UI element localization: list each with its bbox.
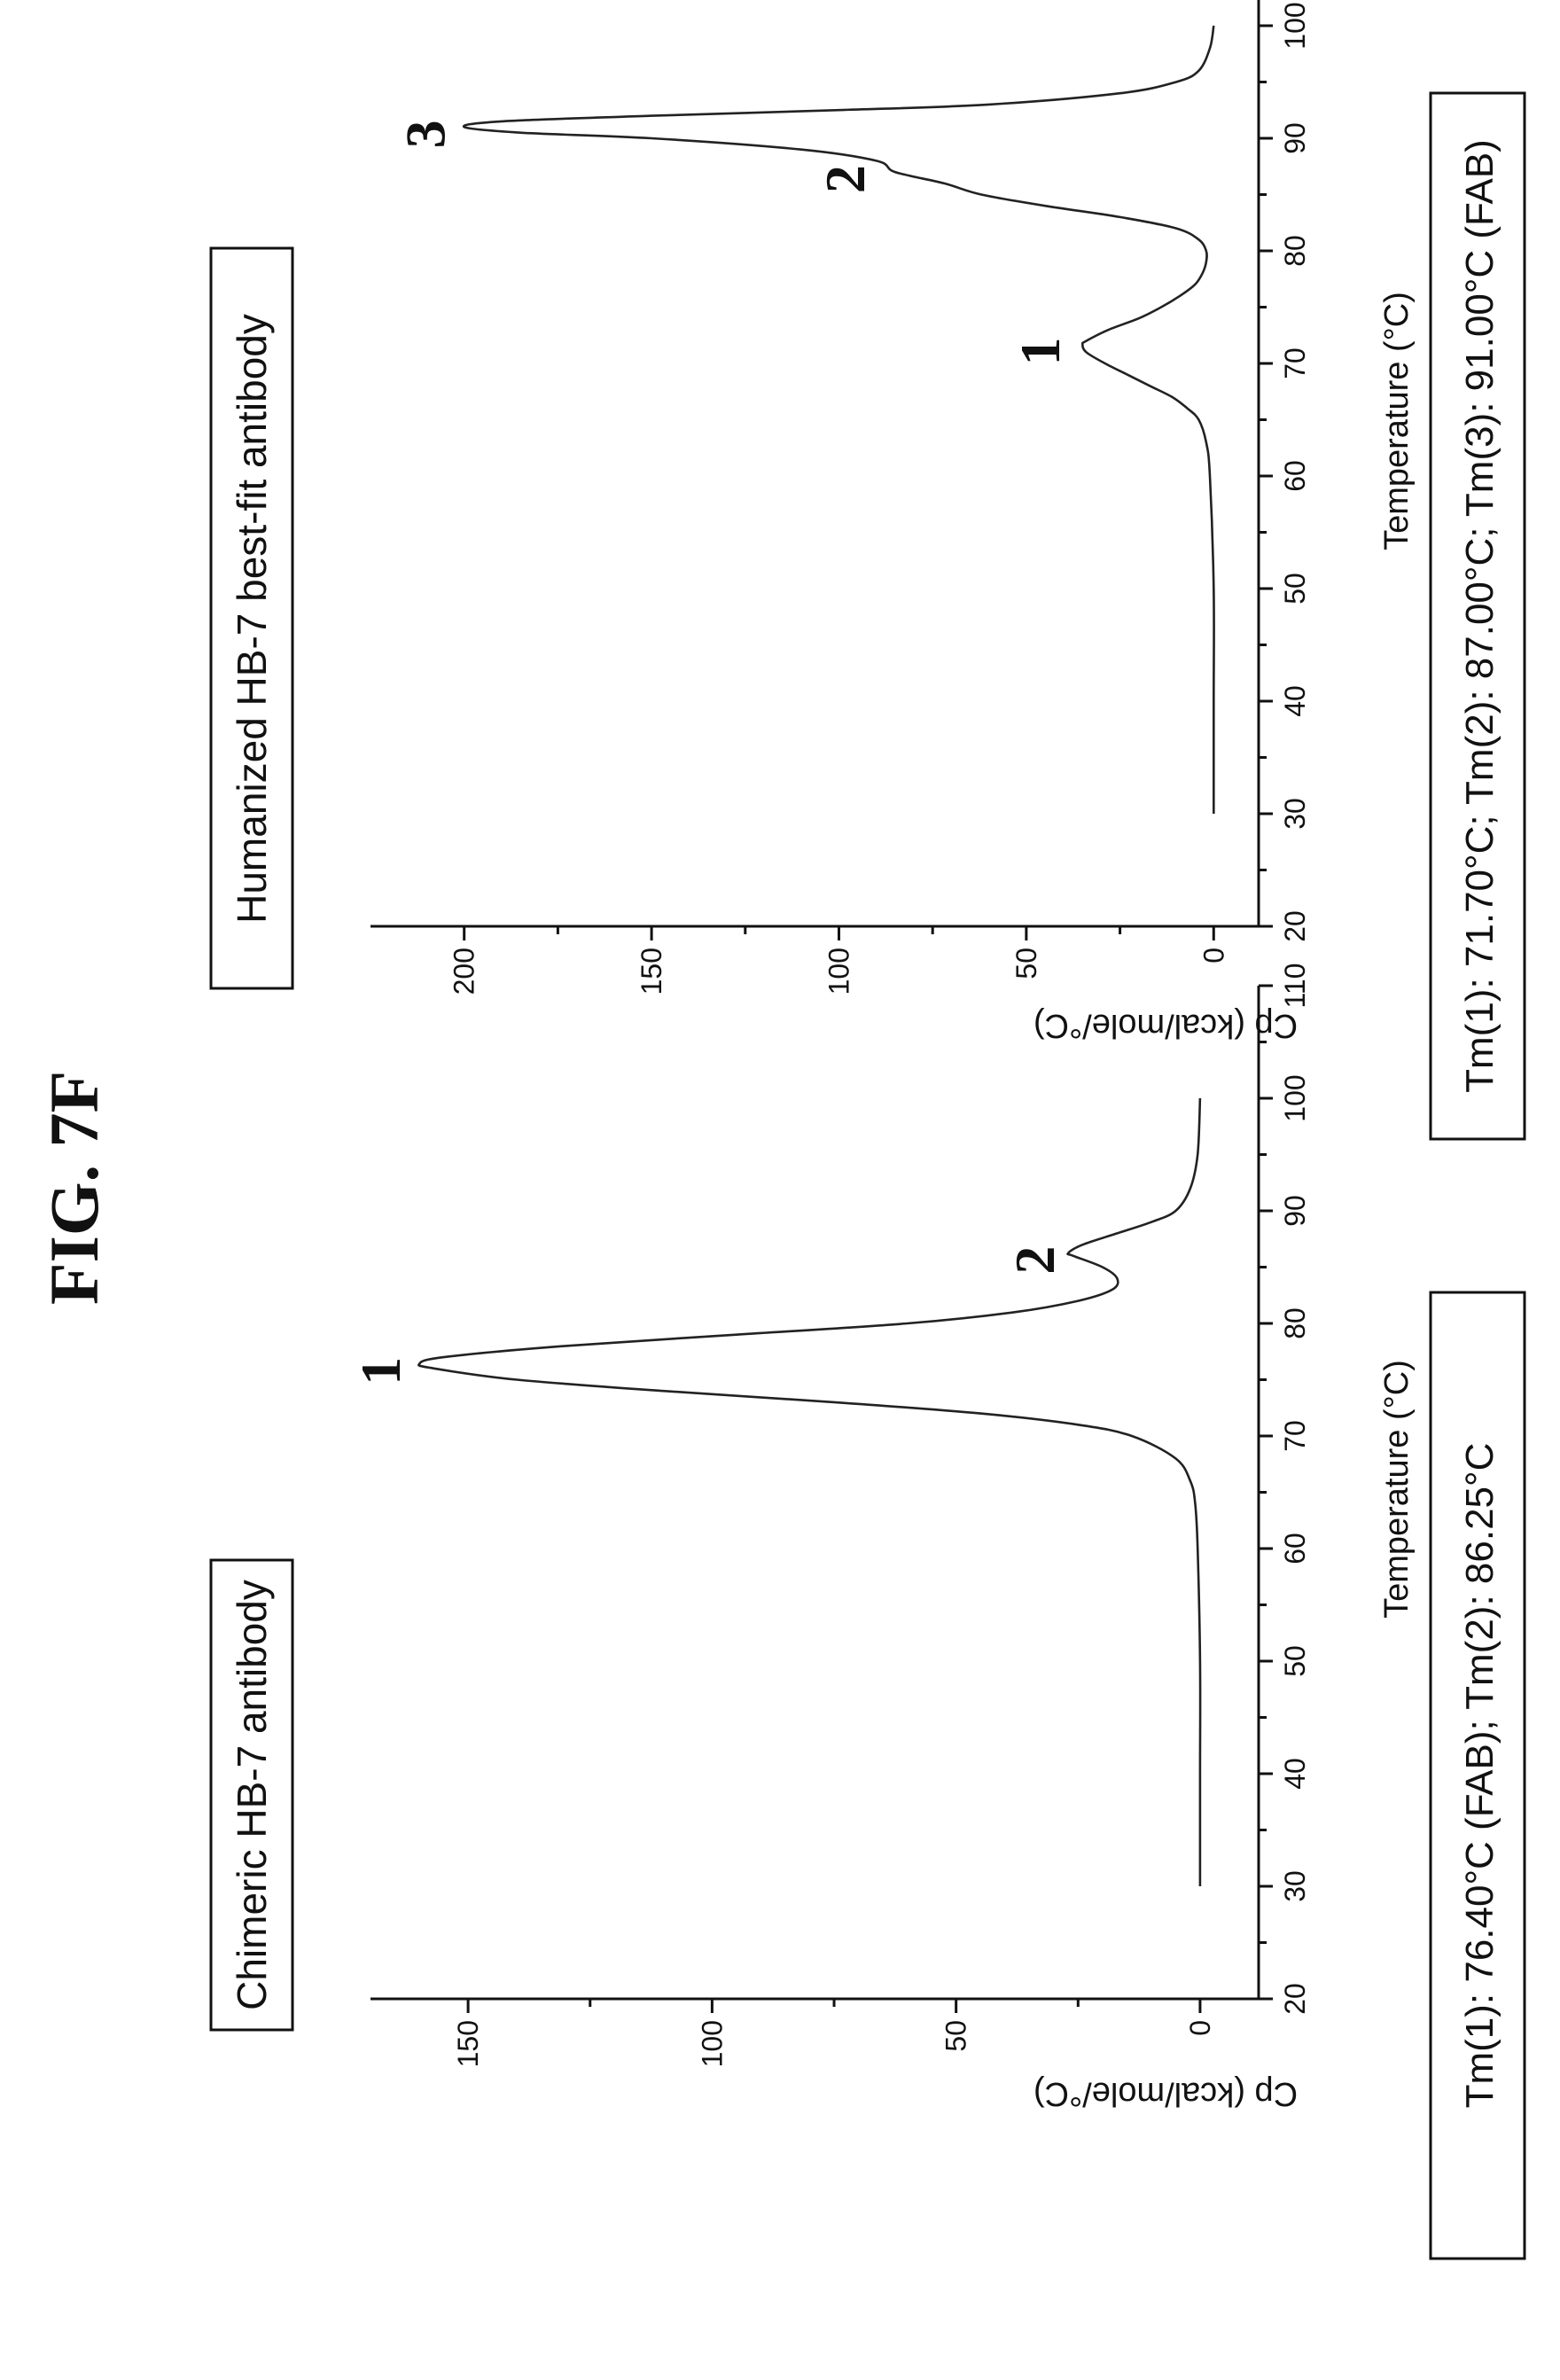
title-box: [209, 246, 294, 990]
y-tick-label: 150: [636, 948, 667, 995]
x-tick-label: 60: [1279, 1533, 1311, 1565]
x-tick-label: 90: [1279, 122, 1311, 154]
y-tick-label: 0: [1197, 948, 1229, 964]
peak-label: 2: [814, 165, 877, 193]
chart-humanized: Humanized HB-7 best-fit antibody Tm(1): …: [209, 0, 1526, 1141]
y-tick-label: 200: [448, 948, 480, 995]
x-tick-label: 80: [1279, 1307, 1311, 1339]
x-tick-label: 80: [1279, 235, 1311, 267]
peak-label: 1: [1009, 337, 1072, 365]
y-tick-label: 100: [823, 948, 854, 995]
peak-label: 3: [394, 120, 457, 148]
x-tick-label: 100: [1279, 1074, 1311, 1121]
x-tick-label: 20: [1279, 910, 1311, 942]
x-tick-label: 30: [1279, 1870, 1311, 1902]
x-tick-label: 70: [1279, 1420, 1311, 1452]
y-tick-label: 0: [1184, 2020, 1216, 2036]
y-tick-label: 150: [452, 2020, 484, 2067]
series-line: [417, 1097, 1202, 1886]
x-tick-label: 50: [1279, 573, 1311, 605]
x-tick-label: 40: [1279, 1758, 1311, 1790]
y-axis-label: Cp (kcal/mole/°C): [1034, 2075, 1298, 2112]
x-tick-label: 40: [1279, 685, 1311, 717]
chart-chimeric: Chimeric HB-7 antibody Tm(1): 76.40°C (F…: [209, 963, 1526, 2260]
plot-area: 20 30 40 50 60 70 80 90 100 110 0 50 100 150 1 2: [349, 963, 1311, 2067]
x-tick-label: 110: [1279, 963, 1311, 1008]
title-box: [209, 1558, 294, 2032]
chart-caption: Tm(1): 71.70°C; Tm(2): 87.00°C; Tm(3): 9…: [1458, 139, 1502, 1093]
series-line: [462, 25, 1215, 814]
figure-label: FIG. 7F: [35, 1071, 113, 1305]
peak-label: 1: [349, 1357, 412, 1385]
chart-title: Humanized HB-7 best-fit antibody: [229, 314, 275, 924]
y-tick-label: 100: [696, 2020, 728, 2067]
y-tick-label: 50: [940, 2020, 972, 2052]
x-tick-label: 90: [1279, 1195, 1311, 1227]
chart-caption: Tm(1): 76.40°C (FAB); Tm(2): 86.25°C: [1458, 1443, 1502, 2109]
caption-box: [1429, 91, 1526, 1141]
x-tick-label: 50: [1279, 1645, 1311, 1677]
y-axis-label: Cp (kcal/mole/°C): [1034, 1007, 1298, 1044]
x-axis-label: Temperature (°C): [1378, 1360, 1416, 1619]
chart-title: Chimeric HB-7 antibody: [229, 1580, 275, 2010]
x-tick-label: 20: [1279, 1983, 1311, 2015]
y-tick-label: 50: [1010, 948, 1042, 979]
x-axis-label: Temperature (°C): [1378, 292, 1416, 550]
x-tick-label: 100: [1279, 2, 1311, 49]
x-tick-label: 30: [1279, 798, 1311, 830]
x-tick-label: 70: [1279, 347, 1311, 379]
caption-box: [1429, 1291, 1526, 2260]
peak-label: 2: [1003, 1246, 1066, 1275]
plot-area: 2030405060708090100110050100150200123: [370, 0, 1311, 995]
x-tick-label: 60: [1279, 460, 1311, 492]
